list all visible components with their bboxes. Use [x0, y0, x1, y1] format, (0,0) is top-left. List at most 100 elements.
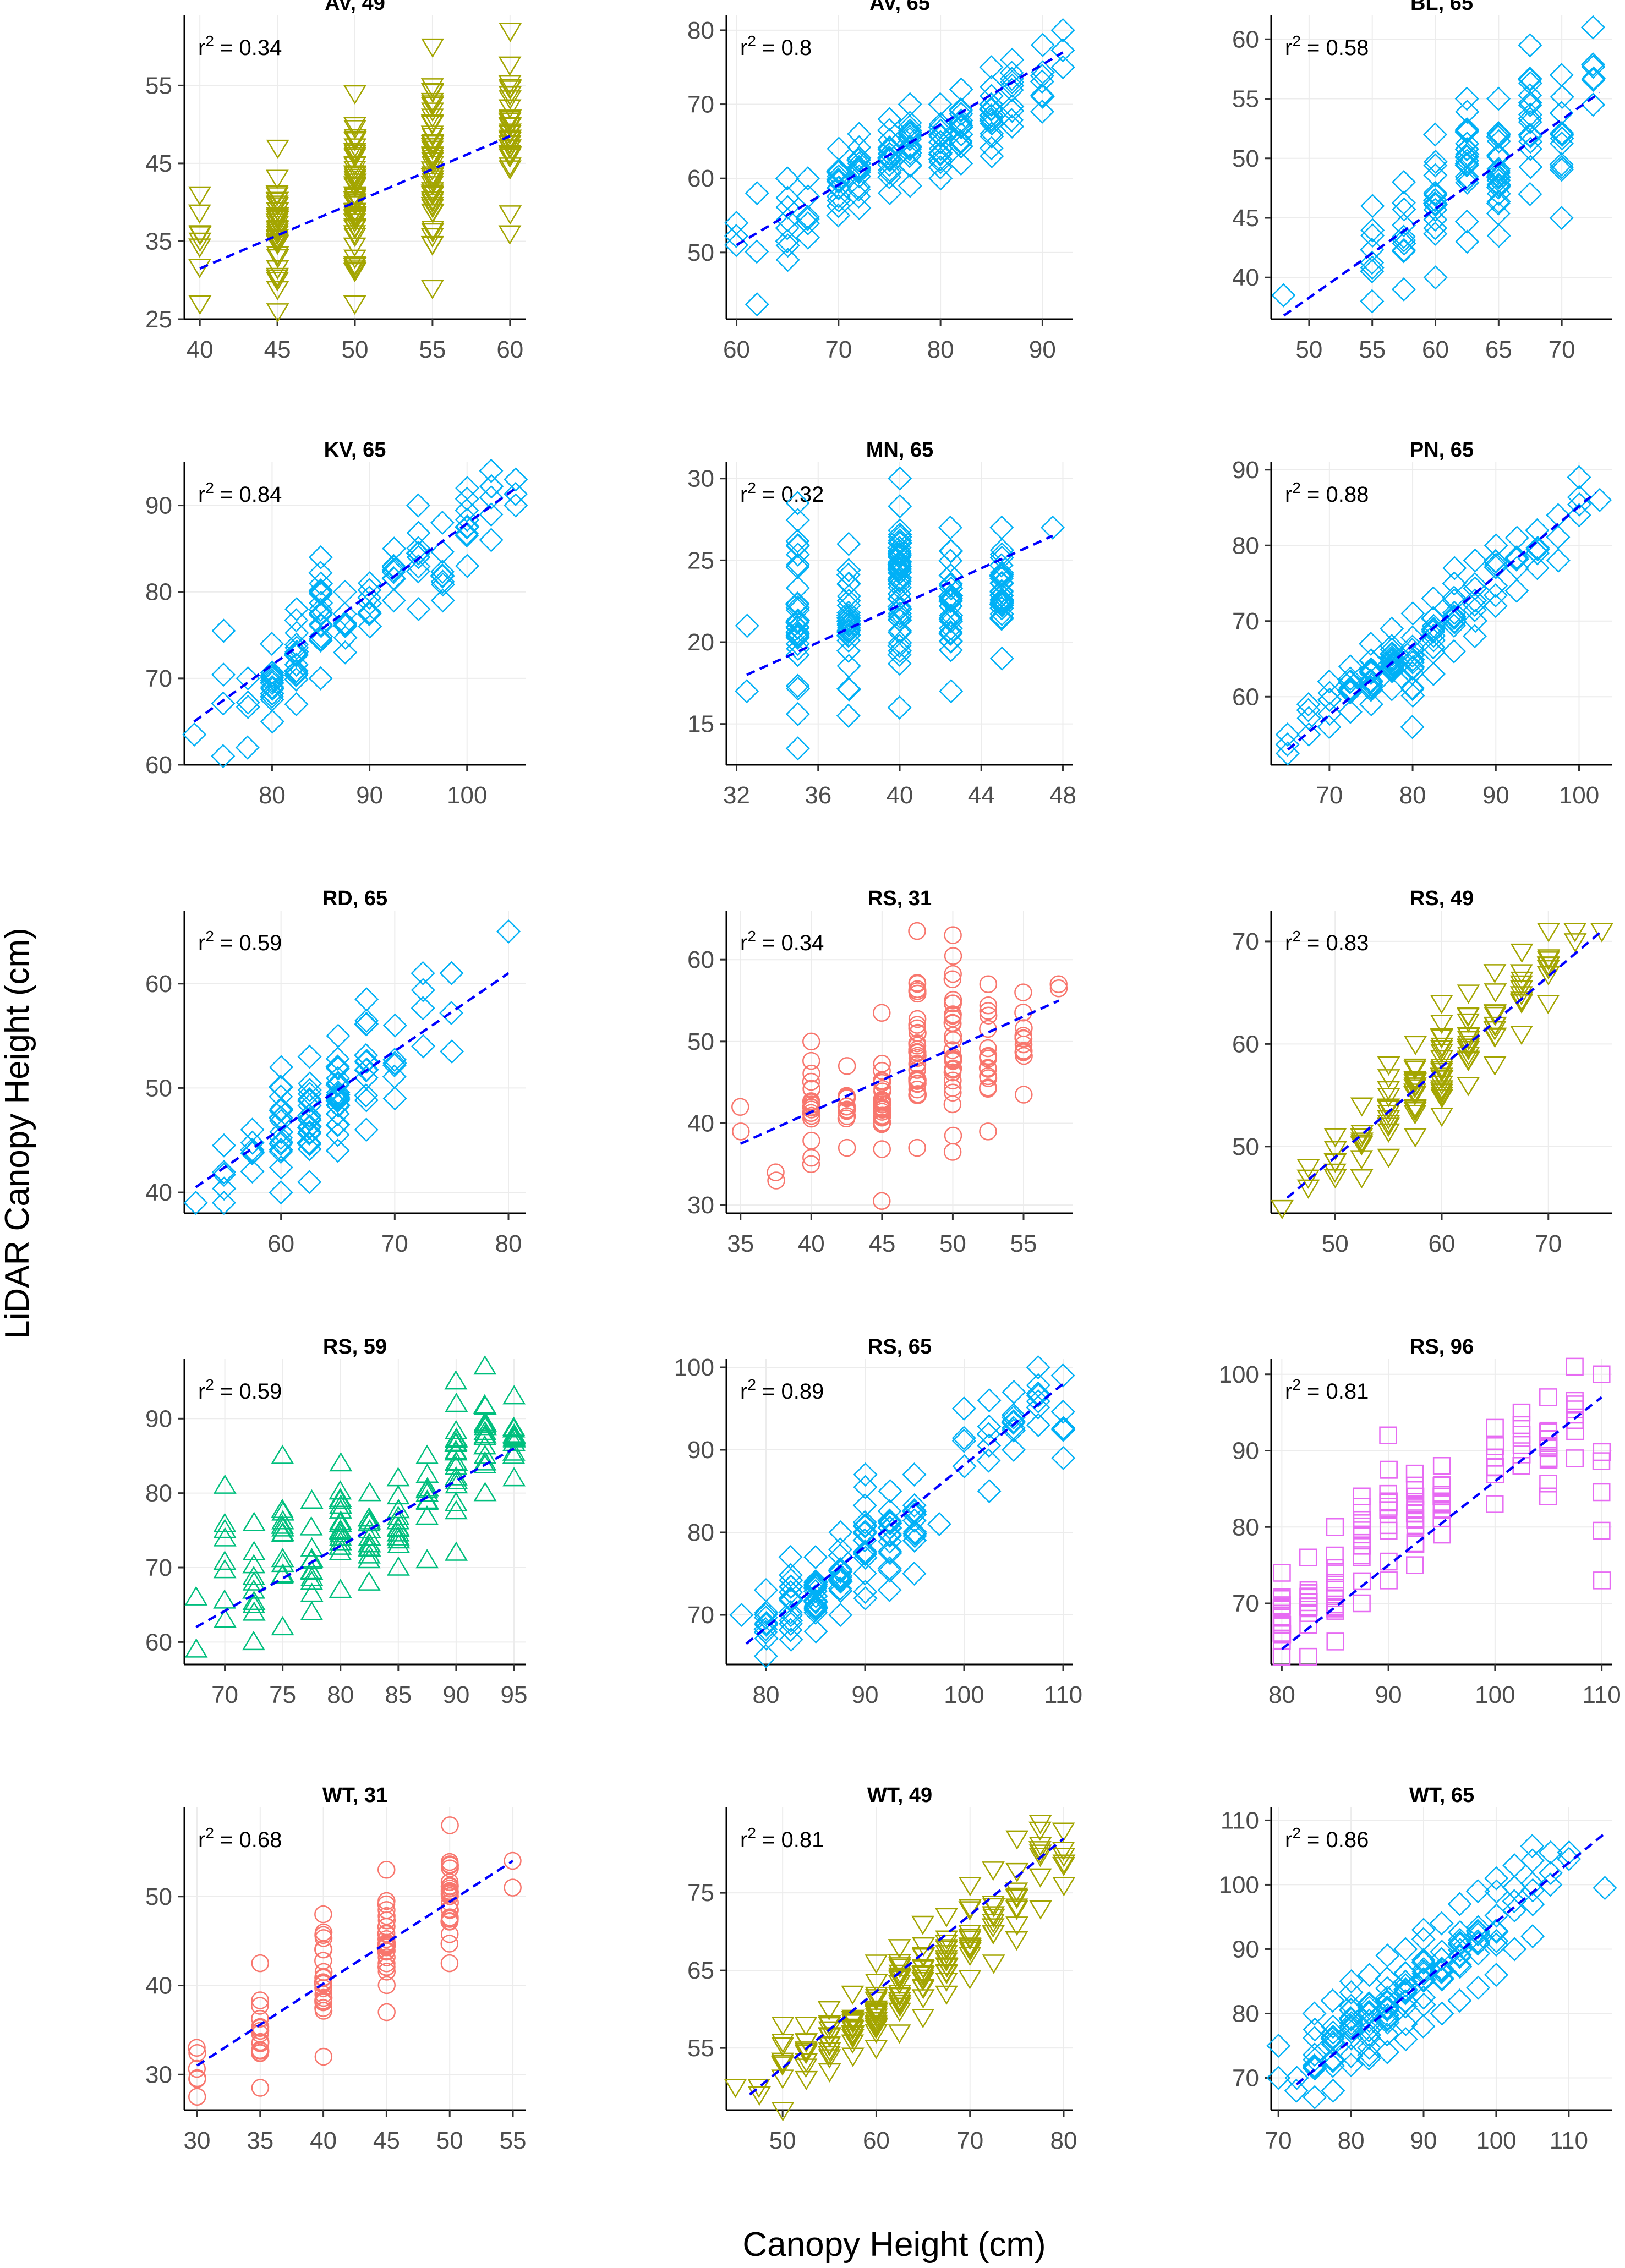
- data-point: [299, 1549, 323, 1569]
- data-point: [912, 1947, 935, 1967]
- data-point: [949, 113, 973, 138]
- data-point: [188, 2044, 206, 2062]
- y-tick-label: 75: [687, 1880, 714, 1907]
- data-point: [785, 552, 810, 577]
- data-point: [1430, 1028, 1453, 1048]
- data-point: [754, 1600, 779, 1625]
- x-tick-label: 36: [805, 782, 831, 809]
- data-point: [1563, 923, 1587, 943]
- data-point: [948, 129, 973, 154]
- data-point: [1539, 1475, 1557, 1493]
- data-point: [938, 616, 963, 641]
- data-point: [989, 579, 1014, 604]
- data-point: [439, 961, 464, 985]
- x-tick-label: 70: [1535, 1230, 1562, 1257]
- data-point: [802, 1080, 820, 1098]
- data-point: [888, 638, 912, 664]
- data-point: [786, 637, 811, 661]
- data-point: [242, 1579, 266, 1599]
- panel-av-49: 40 45 50 55 60 25 35 45 55 AV, 49 r2 = 0.34: [145, 0, 526, 363]
- data-point: [939, 679, 964, 704]
- data-point: [1423, 122, 1448, 147]
- data-point: [1317, 687, 1342, 712]
- data-point: [838, 1087, 856, 1105]
- data-point: [1430, 1040, 1453, 1060]
- data-point: [779, 1608, 803, 1633]
- data-point: [1442, 585, 1467, 610]
- data-point: [827, 136, 851, 161]
- data-point: [421, 95, 445, 115]
- x-tick-label: 40: [887, 782, 913, 809]
- data-point: [989, 515, 1014, 540]
- data-point: [958, 1925, 982, 1944]
- data-point: [873, 1004, 891, 1022]
- data-point: [421, 38, 445, 58]
- data-point: [1323, 1163, 1347, 1183]
- data-point: [240, 1130, 265, 1155]
- data-point: [853, 1462, 878, 1487]
- y-tick-label: 50: [1232, 1133, 1259, 1160]
- data-point: [333, 613, 358, 638]
- data-point: [865, 2014, 888, 2035]
- scatter-points: [1271, 15, 1606, 314]
- data-point: [1454, 86, 1479, 111]
- data-point: [911, 1947, 935, 1967]
- data-point: [444, 1431, 468, 1451]
- data-point: [242, 1601, 266, 1621]
- data-point: [343, 148, 366, 168]
- data-point: [1549, 205, 1574, 231]
- data-point: [1484, 1963, 1508, 1987]
- data-point: [1465, 1919, 1490, 1943]
- data-point: [242, 1630, 265, 1651]
- data-point: [802, 1098, 820, 1116]
- data-point: [944, 965, 962, 983]
- data-point: [284, 636, 309, 660]
- data-point: [1000, 73, 1025, 98]
- data-point: [841, 2020, 865, 2040]
- data-point: [1356, 2018, 1381, 2043]
- data-point: [284, 692, 309, 717]
- data-point: [887, 695, 912, 720]
- data-point: [1391, 213, 1416, 238]
- data-point: [242, 1571, 266, 1591]
- data-point: [260, 675, 284, 699]
- data-point: [982, 1908, 1005, 1929]
- panel-rs-31: 35 40 45 50 55 30 40 50 60 RS, 31 r2 = 0.34: [687, 887, 1073, 1257]
- data-point: [1455, 100, 1480, 124]
- r-squared-label: r2 = 0.68: [198, 1825, 282, 1852]
- data-point: [1457, 1047, 1480, 1066]
- data-point: [498, 225, 522, 245]
- data-point: [873, 1099, 891, 1118]
- data-point: [1014, 1043, 1032, 1061]
- data-point: [455, 476, 480, 501]
- x-tick-label: 90: [1029, 336, 1056, 363]
- data-point: [1028, 1815, 1052, 1834]
- data-point: [1430, 2001, 1454, 2026]
- data-point: [928, 142, 953, 167]
- data-point: [934, 1952, 958, 1972]
- data-point: [877, 118, 901, 143]
- data-point: [979, 108, 1004, 134]
- y-tick-label: 70: [687, 91, 714, 118]
- data-point: [878, 1511, 902, 1536]
- data-point: [802, 1109, 820, 1128]
- data-point: [498, 110, 522, 130]
- data-point: [877, 165, 902, 189]
- data-point: [1015, 1086, 1033, 1104]
- data-point: [269, 1098, 293, 1123]
- data-point: [308, 545, 333, 569]
- data-point: [1326, 1518, 1344, 1536]
- data-point: [1375, 1943, 1400, 1968]
- data-point: [977, 1414, 1002, 1439]
- data-point: [778, 1618, 803, 1642]
- y-tick-label: 90: [1232, 1936, 1259, 1963]
- x-tick-label: 60: [496, 336, 523, 363]
- data-point: [377, 1907, 396, 1925]
- panel-title: RS, 49: [1410, 887, 1474, 910]
- data-point: [213, 1474, 237, 1494]
- regression-line: [745, 1383, 1064, 1645]
- data-point: [325, 1122, 350, 1147]
- data-point: [1029, 1900, 1052, 1920]
- data-point: [357, 602, 382, 627]
- data-point: [1028, 1821, 1052, 1841]
